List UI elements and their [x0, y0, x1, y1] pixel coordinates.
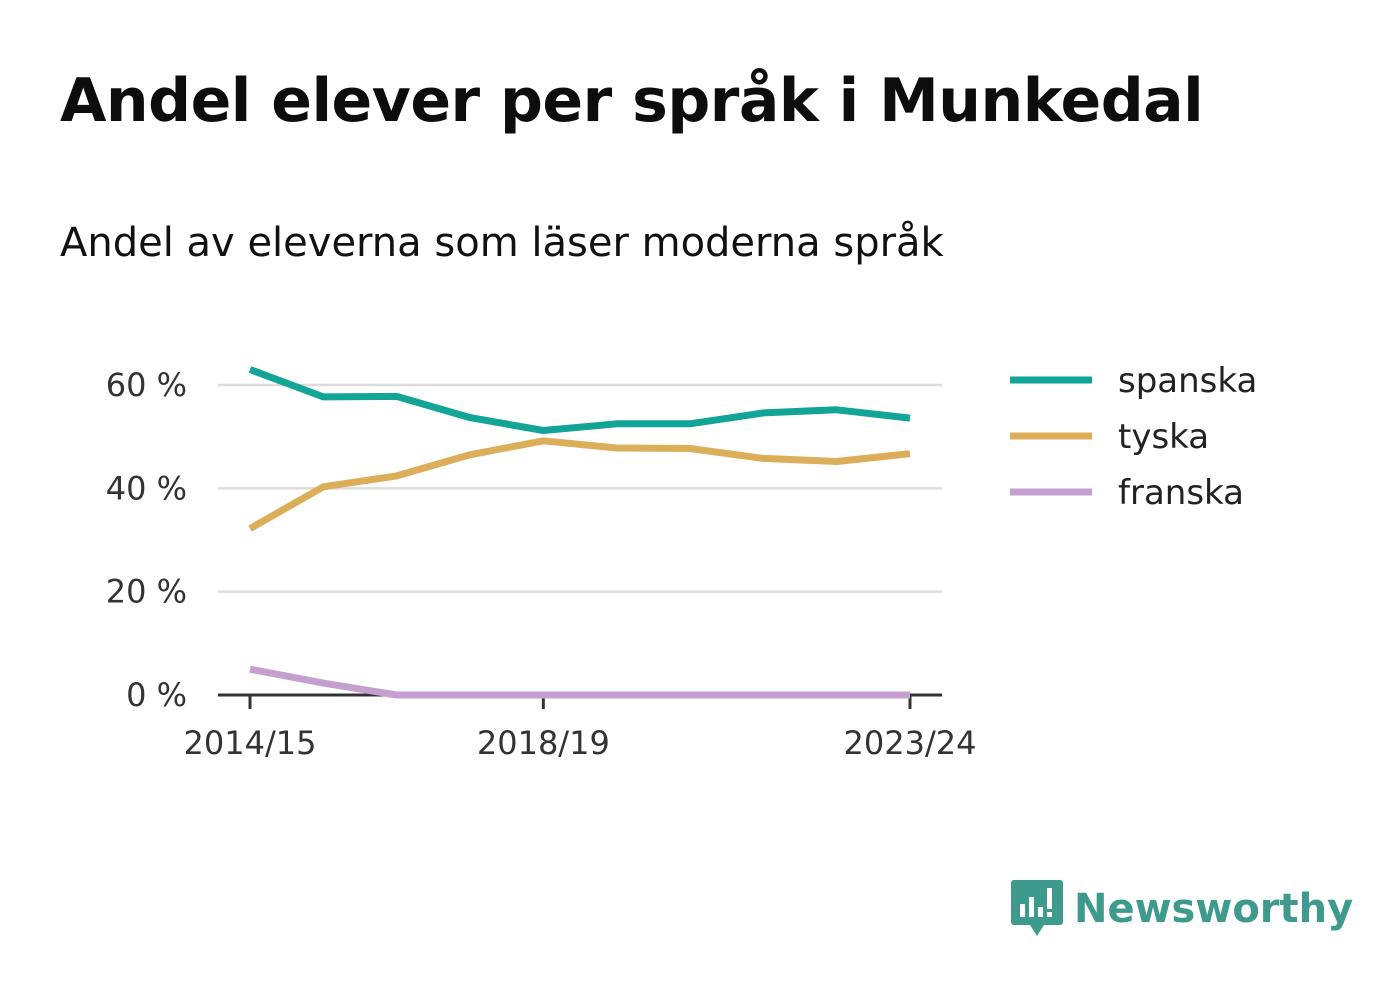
x-tick-label: 2014/15 — [184, 724, 317, 762]
chart-title: Andel elever per språk i Munkedal — [60, 66, 1204, 136]
newsworthy-logo-icon — [1011, 880, 1063, 936]
legend: spanska tyska franska — [1010, 361, 1257, 513]
brand-logo: Newsworthy — [1010, 878, 1353, 940]
series-lines — [248, 366, 911, 699]
legend-label-spanska: spanska — [1118, 361, 1257, 401]
legend-label-tyska: tyska — [1118, 417, 1209, 457]
x-tick-label: 2023/24 — [844, 724, 977, 762]
x-tick-label: 2018/19 — [477, 724, 610, 762]
gridlines — [218, 383, 942, 593]
y-tick-label: 20 % — [106, 573, 187, 611]
series-line-franska — [249, 665, 910, 699]
series-line-tyska — [248, 437, 911, 532]
y-axis-labels: 0 % 20 % 40 % 60 % — [106, 366, 187, 714]
y-tick-label: 60 % — [106, 366, 187, 404]
chart-subtitle: Andel av eleverna som läser moderna språ… — [60, 220, 944, 266]
y-tick-label: 40 % — [106, 469, 187, 507]
brand-name: Newsworthy — [1074, 886, 1354, 932]
series-line-spanska — [248, 366, 911, 434]
x-axis-labels: 2014/15 2018/19 2023/24 — [184, 724, 977, 762]
y-tick-label: 0 % — [126, 676, 187, 714]
legend-label-franska: franska — [1118, 473, 1244, 513]
